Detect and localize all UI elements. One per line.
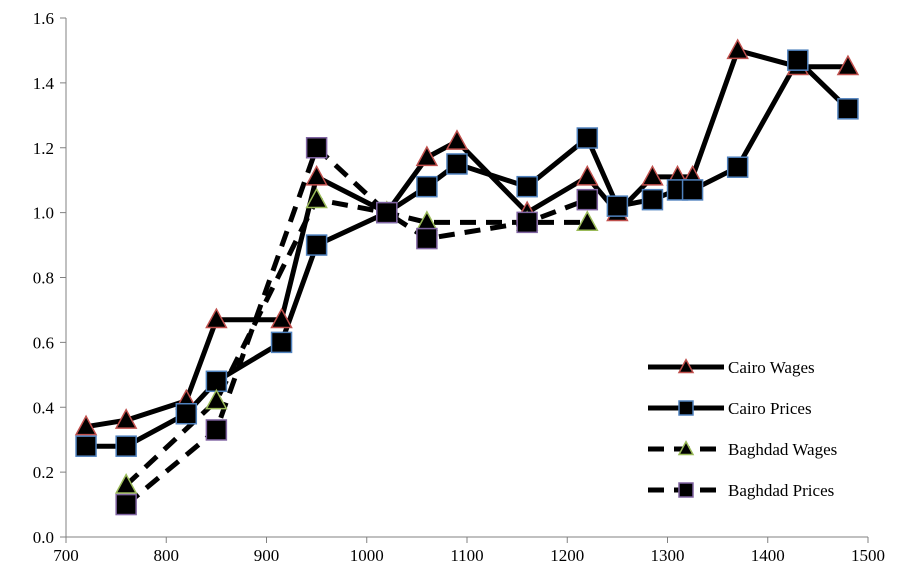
data-point-0 <box>445 129 469 150</box>
axes: 0.0 0.2 0.4 0.6 0.8 1.0 1.2 1.4 1.6 700 800 900 1000… <box>33 9 885 565</box>
x-tick-label: 1300 <box>651 546 685 565</box>
data-point-3 <box>416 227 438 250</box>
y-tick-label: 1.0 <box>33 204 54 223</box>
data-point-3 <box>376 201 398 224</box>
legend-label-2: Baghdad Wages <box>728 440 837 459</box>
data-point-1 <box>175 402 198 425</box>
x-tick-label: 1400 <box>751 546 785 565</box>
data-point-3 <box>516 211 538 234</box>
x-tick-label: 1100 <box>450 546 483 565</box>
data-point-0 <box>415 145 439 167</box>
legend-marker-2 <box>677 440 695 456</box>
data-point-1 <box>681 179 704 201</box>
legend: Cairo Wages Cairo Prices Baghdad Wages Bagh… <box>648 358 837 500</box>
data-point-1 <box>516 175 538 198</box>
x-tick-label: 800 <box>154 546 180 565</box>
legend-marker-3 <box>678 482 694 498</box>
legend-marker-1 <box>678 400 694 416</box>
data-point-1 <box>446 153 468 175</box>
data-point-1 <box>115 435 137 457</box>
data-point-1 <box>787 49 809 71</box>
data-point-0 <box>641 164 664 186</box>
x-tick-label: 1000 <box>350 546 384 565</box>
data-point-0 <box>114 408 138 429</box>
y-tick-label: 0.4 <box>33 398 55 417</box>
data-point-1 <box>641 188 664 211</box>
data-point-0 <box>205 307 228 329</box>
series-line-2 <box>124 197 588 487</box>
legend-label-3: Baghdad Prices <box>728 481 834 500</box>
data-point-3 <box>576 188 599 211</box>
legend-label-1: Cairo Prices <box>728 399 812 418</box>
x-tick-label: 700 <box>53 546 79 565</box>
y-tick-label: 1.2 <box>33 139 54 158</box>
y-tick-label: 0.6 <box>33 333 54 352</box>
legend-marker-0 <box>677 358 695 374</box>
data-point-3 <box>205 419 228 441</box>
data-point-3 <box>305 137 328 159</box>
data-point-3 <box>115 493 137 516</box>
data-point-1 <box>576 127 599 149</box>
y-tick-label: 1.4 <box>33 74 55 93</box>
data-point-2 <box>576 210 599 231</box>
x-tick-label: 1500 <box>851 546 885 565</box>
data-point-0 <box>726 38 749 60</box>
data-point-1 <box>606 195 629 217</box>
series-markers <box>74 38 860 516</box>
data-point-0 <box>270 307 293 329</box>
legend-label-0: Cairo Wages <box>728 358 815 377</box>
data-point-2 <box>114 473 138 494</box>
data-point-0 <box>836 54 860 76</box>
data-point-1 <box>75 435 97 457</box>
y-tick-label: 0.2 <box>33 463 54 482</box>
data-point-1 <box>726 156 749 178</box>
data-point-1 <box>837 98 859 120</box>
data-point-0 <box>74 414 98 436</box>
y-tick-label: 0.8 <box>33 269 54 288</box>
x-tick-label: 900 <box>254 546 280 565</box>
data-point-0 <box>576 164 599 186</box>
data-point-1 <box>205 370 228 393</box>
y-tick-label: 1.6 <box>33 9 54 28</box>
y-tick-label: 0.0 <box>33 528 54 547</box>
data-point-2 <box>205 388 228 410</box>
data-point-1 <box>270 331 293 354</box>
x-tick-label: 1200 <box>550 546 584 565</box>
data-point-1 <box>305 234 328 256</box>
series-line-1 <box>86 57 850 449</box>
data-point-2 <box>305 187 328 209</box>
data-point-1 <box>416 175 438 198</box>
series-lines <box>85 47 850 507</box>
data-point-0 <box>305 164 328 186</box>
